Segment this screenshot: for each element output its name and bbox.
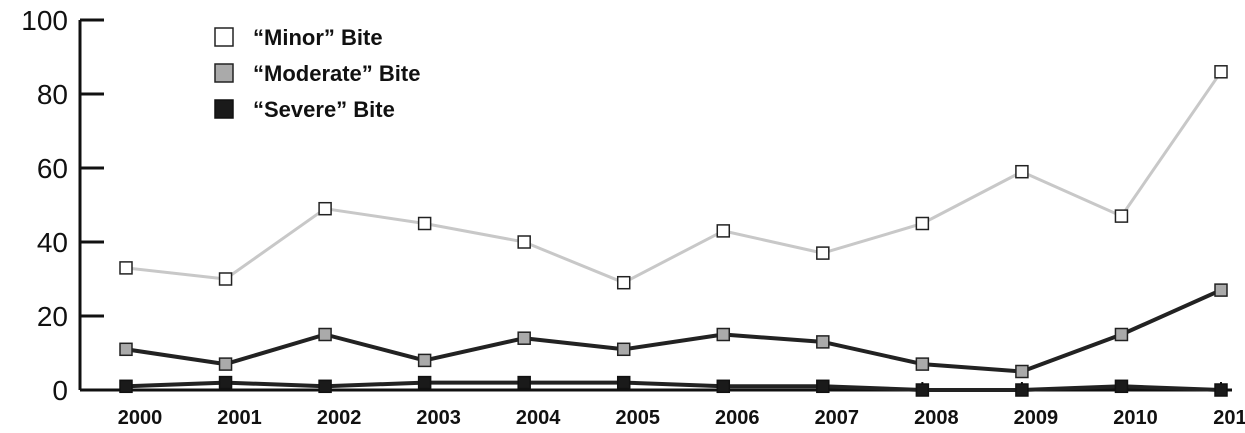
y-tick-label: 20 [37,301,68,332]
series-line-1 [125,288,1222,374]
series-line-0 [125,70,1223,285]
data-point-series-0 [1214,65,1228,79]
x-tick-label: 2007 [815,407,860,429]
legend-swatch-1 [214,63,234,83]
data-point-series-2 [616,375,631,390]
data-point-series-0 [1114,209,1129,223]
x-tick-label: 2001 [217,407,262,429]
x-tick-label: 2002 [317,407,362,429]
y-tick-label: 100 [21,5,68,36]
data-point-series-1 [1214,283,1228,297]
data-point-series-0 [816,246,830,260]
legend-label-1: “Moderate” Bite [253,61,420,86]
y-tick-label: 80 [37,79,68,110]
data-point-series-2 [119,379,133,394]
x-tick-label: 2000 [118,407,163,429]
data-point-series-0 [716,224,731,238]
data-point-series-2 [1114,379,1129,394]
y-tick-label: 60 [37,153,68,184]
data-point-series-0 [616,275,631,290]
axes: 0 20 40 60 80 100 2000 2001 2002 2003 2004 2005 2006… [21,5,1245,429]
legend-swatch-2 [214,99,234,119]
series-line-2 [125,380,1222,392]
data-point-series-2 [1015,383,1029,397]
data-point-series-0 [915,216,930,231]
x-tick-label: 2010 [1113,407,1158,429]
legend-swatch-0 [214,27,234,47]
data-point-series-1 [616,342,631,357]
data-point-series-1 [417,353,432,368]
data-point-series-2 [915,383,930,397]
data-point-series-0 [417,216,432,231]
series-markers [119,65,1228,397]
x-tick-label: 2006 [715,407,760,429]
data-point-series-0 [318,201,332,216]
legend: “Minor” Bite “Moderate” Bite “Severe” Bite [214,25,420,122]
data-point-series-0 [218,272,233,286]
data-point-series-2 [1214,383,1228,397]
data-point-series-2 [517,375,531,390]
data-point-series-2 [417,375,432,390]
data-point-series-2 [218,375,233,390]
data-point-series-2 [816,379,830,394]
x-tick-label: 2009 [1014,407,1059,429]
series-lines [125,70,1223,392]
data-point-series-1 [1114,327,1129,342]
y-tick-label: 40 [37,227,68,258]
x-tick-label: 2004 [516,407,561,429]
data-point-series-2 [716,379,731,394]
data-point-series-1 [1015,364,1029,379]
x-tick-label: 2005 [615,407,660,429]
y-tick-label: 0 [52,375,68,406]
legend-label-0: “Minor” Bite [253,25,383,50]
x-tick-label: 2003 [416,407,461,429]
data-point-series-0 [1015,164,1029,179]
legend-label-2: “Severe” Bite [253,97,395,122]
x-tick-label: 2011 [1213,407,1245,429]
data-point-series-1 [318,327,332,342]
data-point-series-2 [318,379,332,394]
data-point-series-1 [716,327,731,342]
data-point-series-1 [119,342,133,357]
data-point-series-1 [517,331,531,345]
data-point-series-1 [218,357,233,371]
data-point-series-1 [816,335,830,349]
x-tick-label: 2008 [914,407,959,429]
data-point-series-1 [915,357,930,371]
data-point-series-0 [119,261,133,275]
data-point-series-0 [517,235,531,249]
